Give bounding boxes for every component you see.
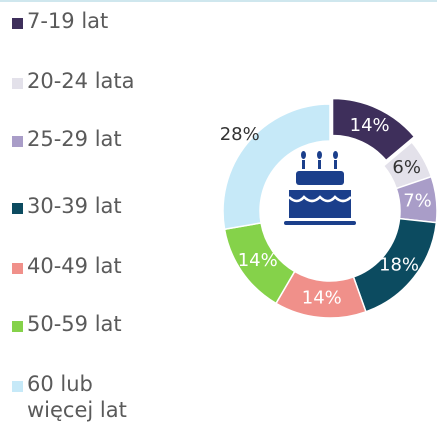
legend-item: 60 lub więcej lat bbox=[12, 371, 162, 423]
legend-item: 50-59 lat bbox=[12, 311, 162, 337]
legend-swatch bbox=[12, 18, 23, 29]
legend-swatch bbox=[12, 321, 23, 332]
legend-label: 50-59 lat bbox=[27, 312, 122, 336]
data-label: 14% bbox=[350, 115, 390, 136]
data-label: 18% bbox=[379, 255, 419, 276]
legend-label: 20-24 lata bbox=[27, 69, 135, 93]
data-label: 14% bbox=[302, 288, 342, 309]
legend-item: 7-19 lat bbox=[12, 8, 162, 34]
legend-item: 25-29 lat bbox=[12, 126, 162, 152]
data-label: 6% bbox=[392, 157, 421, 178]
donut-slice bbox=[222, 103, 331, 231]
legend-label: 40-49 lat bbox=[27, 254, 122, 278]
legend-swatch bbox=[12, 381, 23, 392]
legend-swatch bbox=[12, 203, 23, 214]
data-label: 7% bbox=[403, 190, 432, 211]
legend-item: 20-24 lata bbox=[12, 68, 162, 94]
donut-slice bbox=[331, 97, 416, 162]
legend-item: 30-39 lat bbox=[12, 193, 162, 219]
legend-swatch bbox=[12, 136, 23, 147]
data-label: 28% bbox=[220, 124, 260, 145]
legend-label: 60 lub więcej lat bbox=[27, 372, 127, 422]
cake-icon bbox=[284, 151, 356, 225]
legend-item: 40-49 lat bbox=[12, 253, 162, 279]
legend-label: 7-19 lat bbox=[27, 9, 109, 33]
data-label: 14% bbox=[238, 250, 278, 271]
legend-swatch bbox=[12, 78, 23, 89]
legend-swatch bbox=[12, 263, 23, 274]
legend-label: 30-39 lat bbox=[27, 194, 122, 218]
legend-label: 25-29 lat bbox=[27, 127, 122, 151]
